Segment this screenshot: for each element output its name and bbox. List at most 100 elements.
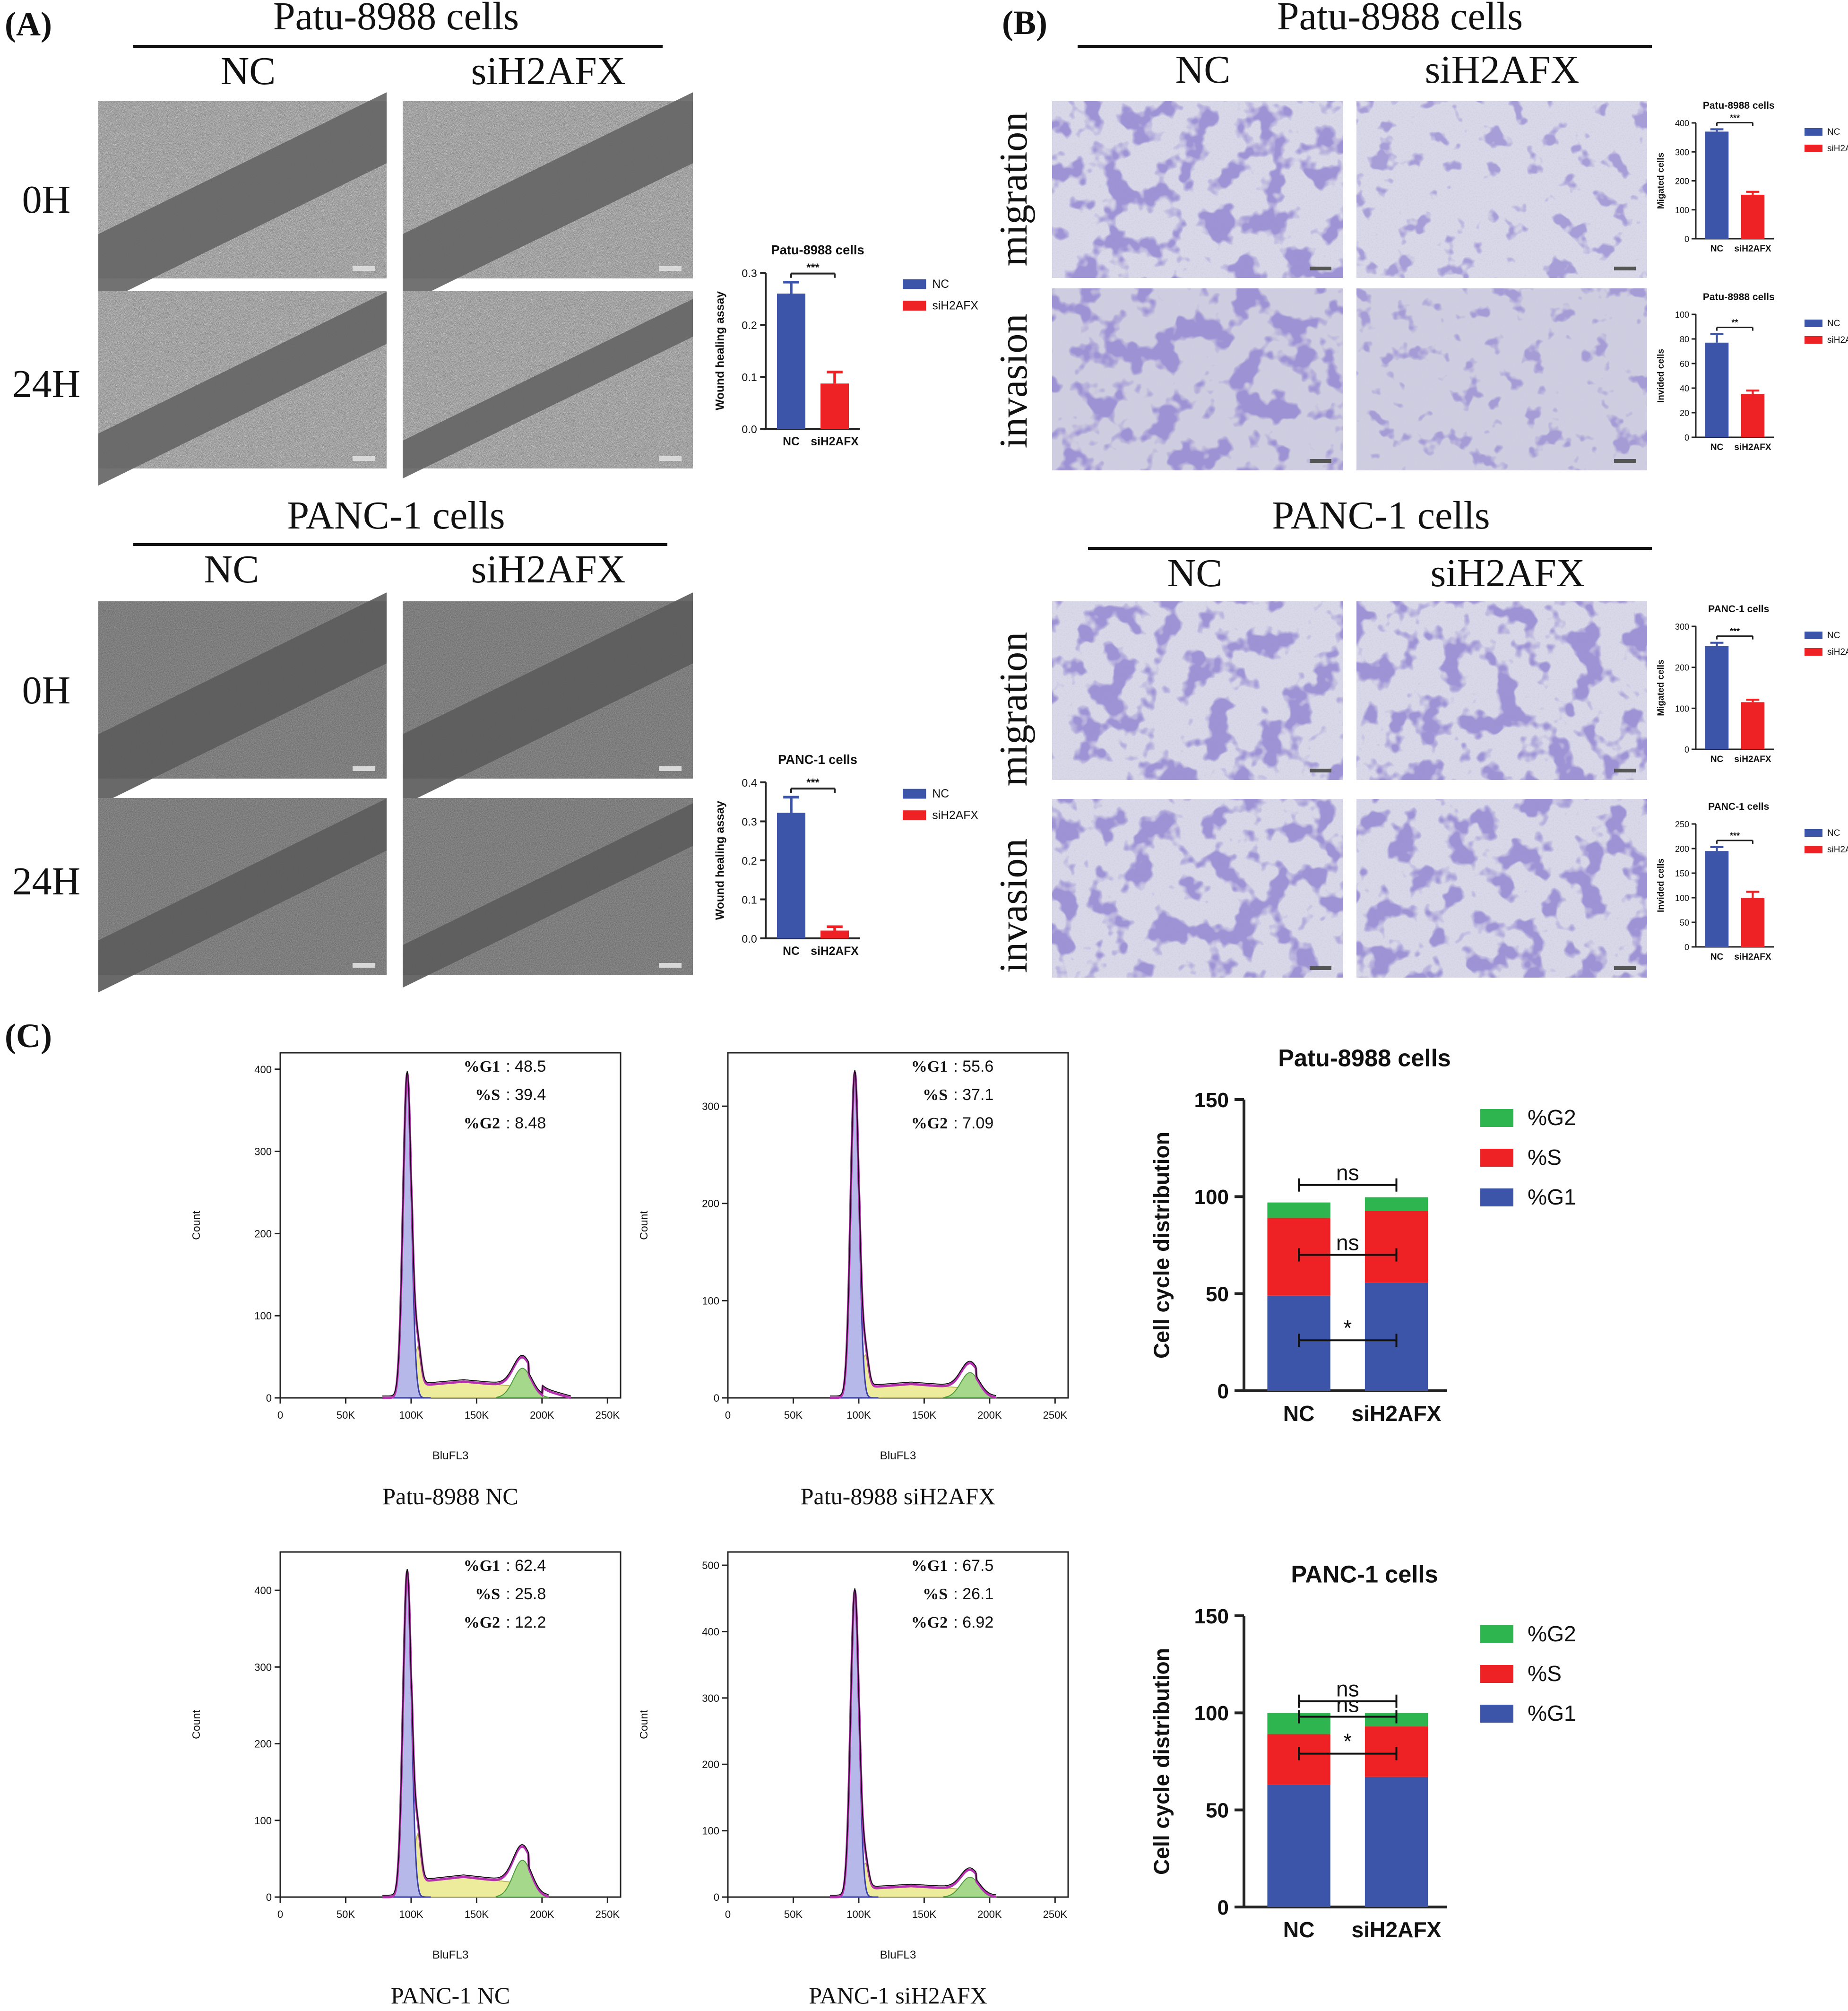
patu-invasion-ytick-label: 20 <box>1680 408 1689 418</box>
micrograph-patu-si-migration-scale-bar <box>1614 267 1636 270</box>
patu-invasion-ytick-label: 0 <box>1684 433 1689 442</box>
panc-wound-ytick-label: 0.2 <box>742 855 757 867</box>
panel-b-col-nc-2: NC <box>1167 551 1223 595</box>
patu-invasion-ytick-label: 40 <box>1680 384 1689 393</box>
panc-migration-legend-swatch-0 <box>1805 632 1822 639</box>
patu-nc-xtick-label: 50K <box>337 1409 355 1421</box>
panc-cellcycle-segment-g1-sih2afx <box>1364 1777 1428 1907</box>
panc-invasion-ytick-label: 250 <box>1675 820 1689 829</box>
panc-si-ytick-label: 200 <box>702 1759 719 1770</box>
panc-migration-ytick-label: 200 <box>1675 663 1689 673</box>
patu-cellcycle-segment-g2-nc <box>1267 1202 1330 1218</box>
panc-cellcycle-title: PANC-1 cells <box>1291 1561 1438 1588</box>
micrograph-patu-nc-invasion <box>1052 288 1343 470</box>
micrograph-patu-nc-24h <box>98 291 387 486</box>
panc-invasion-ytick-label: 150 <box>1675 869 1689 878</box>
patu-si-xlabel: BluFL3 <box>880 1449 916 1462</box>
micrograph-patu-si-24h-wound-gap <box>403 299 693 479</box>
panc-si-histogram: 0 100 200 300 400 500 0 50K 100K 150K 200K 250K Coun… <box>638 1551 1069 2009</box>
panc-nc-data-line <box>382 1569 549 1896</box>
panc-invasion-xtick-sih2afx: siH2AFX <box>1734 952 1771 962</box>
patu-si-xtick-label: 250K <box>1043 1409 1068 1421</box>
panc-migration-ytick-label: 300 <box>1675 622 1689 632</box>
patu-wound-ytick-label: 0.0 <box>742 423 757 435</box>
micrograph-patu-nc-0h-scale-bar <box>353 266 375 271</box>
patu-nc-xtick-label: 0 <box>277 1409 283 1421</box>
patu-migration-title: Patu-8988 cells <box>1703 100 1775 111</box>
patu-migration-legend-label-1: siH2AFX <box>1827 144 1848 154</box>
panc-cellcycle-ytick-label: 0 <box>1218 1896 1229 1919</box>
panc-migration-legend-swatch-1 <box>1805 648 1822 656</box>
patu-si-g1-phase-fill <box>832 1072 879 1399</box>
patu-nc-data-line <box>382 1071 571 1396</box>
patu-cellcycle-xtick-sih2afx: siH2AFX <box>1352 1401 1442 1426</box>
patu-invasion-bar-nc <box>1705 342 1729 437</box>
patu-nc-stat-label-g2: %G2 <box>464 1115 500 1132</box>
panc-si-data-line <box>830 1588 996 1896</box>
micrograph-patu-nc-migration-scale-bar <box>1310 267 1331 270</box>
patu-cellcycle-sig-label-1: ns <box>1336 1231 1359 1255</box>
patu-wound-xtick-sih2afx: siH2AFX <box>811 435 859 448</box>
panc-cellcycle-ytick-label: 50 <box>1206 1799 1229 1822</box>
micrograph-patu-si-0h-scale-bar <box>659 266 682 271</box>
panc-invasion-legend-label-1: siH2AFX <box>1827 845 1848 855</box>
micrograph-panc-nc-invasion-stained-cells <box>1052 799 1343 978</box>
patu-wound-chart: Patu-8988 cells 0.0 0.1 0.2 0.3 Wound healing… <box>714 243 978 448</box>
patu-cellcycle-title: Patu-8988 cells <box>1278 1045 1451 1072</box>
micrograph-panc-nc-migration-stained-cells <box>1052 601 1343 780</box>
micrograph-patu-si-migration <box>1356 101 1647 278</box>
panc-si-xtick-label: 200K <box>977 1908 1002 1920</box>
patu-si-ytick-label: 0 <box>714 1392 719 1404</box>
micrograph-panc-si-migration <box>1356 601 1647 780</box>
patu-cellcycle-legend-swatch-0 <box>1480 1109 1513 1127</box>
patu-migration-xtick-nc: NC <box>1710 244 1724 254</box>
panc-nc-xtick-label: 200K <box>530 1908 554 1920</box>
patu-nc-xlabel: BluFL3 <box>432 1449 469 1462</box>
panc-wound-ytick-label: 0.0 <box>742 933 757 945</box>
panc-cellcycle-legend-label-2: %G1 <box>1528 1701 1576 1725</box>
patu-migration-ytick-label: 100 <box>1675 206 1689 215</box>
micrograph-patu-nc-24h-wound-gap <box>98 292 387 486</box>
micrograph-patu-nc-migration-stained-cells <box>1052 101 1343 278</box>
panc-si-xtick-label: 0 <box>725 1908 731 1920</box>
patu-cellcycle-sig-label-0: ns <box>1336 1161 1359 1185</box>
patu-nc-xtick-label: 250K <box>596 1409 620 1421</box>
patu-migration-legend-swatch-1 <box>1805 145 1822 152</box>
panel-a-top-title: Patu-8988 cells <box>273 0 519 38</box>
patu-cellcycle-legend-label-1: %S <box>1528 1145 1562 1170</box>
panc-nc-ylabel: Count <box>190 1710 202 1739</box>
panc-invasion-sig-label: *** <box>1730 831 1740 841</box>
panc-cellcycle-xtick-nc: NC <box>1283 1917 1315 1942</box>
micrograph-panc-nc-24h-scale-bar <box>353 963 375 968</box>
patu-cellcycle-segment-s-sih2afx <box>1364 1211 1428 1283</box>
panc-si-xtick-label: 50K <box>784 1908 803 1920</box>
panc-migration-legend-label-0: NC <box>1827 631 1840 641</box>
panc-migration-legend-label-1: siH2AFX <box>1827 647 1848 657</box>
micrograph-patu-si-invasion-scale-bar <box>1614 459 1636 463</box>
patu-invasion-legend-label-1: siH2AFX <box>1827 335 1848 345</box>
micrograph-panc-nc-24h <box>98 798 387 993</box>
patu-invasion-title: Patu-8988 cells <box>1703 292 1775 303</box>
panc-wound-xtick-sih2afx: siH2AFX <box>811 945 859 958</box>
patu-si-ytick-label: 200 <box>702 1198 719 1210</box>
micrograph-patu-si-0h-wound-gap <box>403 92 693 305</box>
panc-nc-xtick-label: 100K <box>399 1908 423 1920</box>
patu-si-stat-value-g2: : 7.09 <box>953 1114 993 1132</box>
patu-wound-ytick-label: 0.2 <box>742 319 757 331</box>
micrograph-panc-si-24h <box>403 798 693 988</box>
panc-cellcycle-ytick-label: 100 <box>1194 1702 1229 1725</box>
micrograph-patu-nc-0h-wound-gap <box>98 92 387 305</box>
panel-c-label: (C) <box>5 1017 52 1055</box>
patu-invasion-legend-label-0: NC <box>1827 319 1840 329</box>
panel-a-col-nc-2: NC <box>204 547 259 591</box>
patu-cellcycle-legend-label-2: %G1 <box>1528 1185 1576 1209</box>
panc-nc-frame <box>279 1551 622 1898</box>
panc-invasion-ytick-label: 50 <box>1680 918 1689 927</box>
micrograph-patu-nc-invasion-stained-cells <box>1052 288 1343 470</box>
patu-invasion-ytick-label: 100 <box>1675 310 1689 320</box>
patu-si-xtick-label: 100K <box>846 1409 871 1421</box>
patu-si-frame <box>727 1052 1069 1399</box>
panc-cellcycle-sig-label-1: ns <box>1336 1692 1359 1717</box>
panc-nc-xtick-label: 150K <box>465 1908 489 1920</box>
patu-invasion-ytick-label: 80 <box>1680 335 1689 344</box>
